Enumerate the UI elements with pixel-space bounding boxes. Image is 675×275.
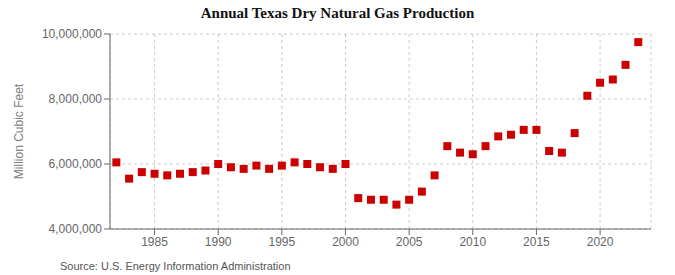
svg-text:1995: 1995 — [268, 235, 295, 249]
svg-text:1985: 1985 — [141, 235, 168, 249]
svg-text:2020: 2020 — [587, 235, 614, 249]
svg-text:4,000,000: 4,000,000 — [49, 222, 103, 236]
svg-text:10,000,000: 10,000,000 — [42, 27, 102, 41]
svg-text:2015: 2015 — [523, 235, 550, 249]
html-text:Annual Texas Dry Natural Gas P: Annual Texas Dry Natural Gas Production — [200, 5, 475, 21]
svg-text:1990: 1990 — [205, 235, 232, 249]
svg-text:2010: 2010 — [459, 235, 486, 249]
svg-text:2005: 2005 — [396, 235, 423, 249]
svg-text:6,000,000: 6,000,000 — [49, 157, 103, 171]
html-text:Source: U.S. Energy Informatio: Source: U.S. Energy Information Administ… — [60, 260, 291, 272]
svg-text:8,000,000: 8,000,000 — [49, 92, 103, 106]
svg-text:Million Cubic Feet: Million Cubic Feet — [12, 83, 26, 179]
svg-text:2000: 2000 — [332, 235, 359, 249]
